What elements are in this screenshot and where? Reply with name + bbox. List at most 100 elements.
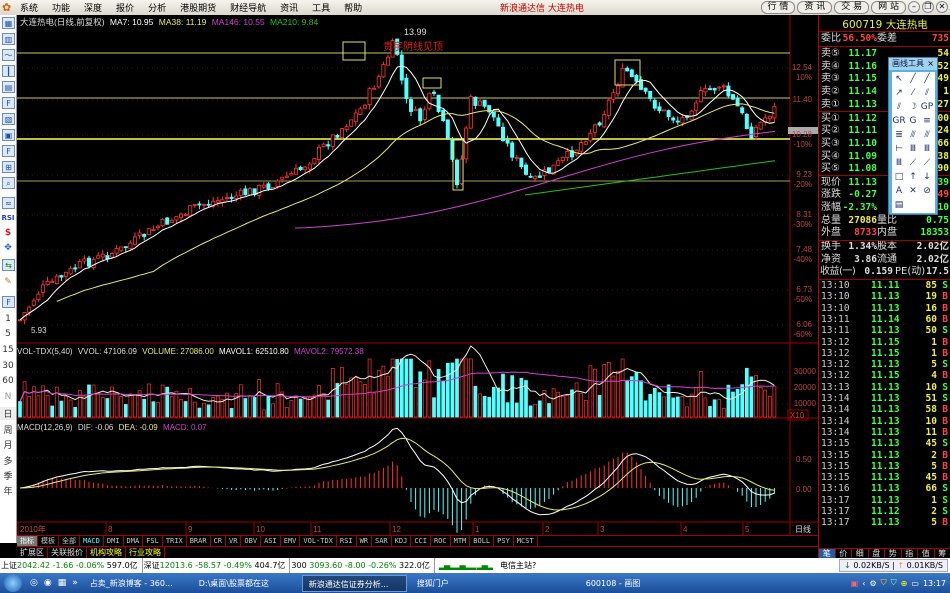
drawing-tool-icon-20[interactable]: ⟋: [923, 158, 931, 168]
indicator-tab-mcst[interactable]: MCST: [514, 536, 538, 546]
shanghai-index[interactable]: 上证2042.42 -1.66 -0.06% 597.0亿: [0, 558, 143, 573]
period-quarter[interactable]: 季: [3, 472, 13, 482]
close-icon[interactable]: ✕: [936, 1, 948, 13]
drawing-tool-icon-13[interactable]: ⫻: [910, 130, 916, 140]
drawing-tool-icon-24[interactable]: A: [895, 186, 903, 196]
indicator-icon[interactable]: ≈: [2, 197, 15, 209]
quote-tab-3[interactable]: 盘: [869, 549, 885, 558]
tray-shield2-icon[interactable]: ⛉: [890, 578, 897, 587]
bottom-tab-0[interactable]: 扩展区: [17, 547, 48, 558]
zoom-icon[interactable]: ⌕: [2, 177, 15, 189]
period-15min[interactable]: 15: [2, 345, 14, 355]
drawing-tool-icon-6[interactable]: ⫽: [896, 102, 901, 112]
drawing-tool-icon-21[interactable]: □: [894, 172, 904, 182]
grid-icon[interactable]: ▥: [2, 33, 15, 45]
menu-hk-futures[interactable]: 港股期货: [180, 4, 217, 14]
drawing-tool-icon-14[interactable]: ⫻: [924, 130, 930, 140]
menu-quote[interactable]: 报价: [116, 4, 135, 14]
quote-tab-1[interactable]: 价: [836, 549, 852, 558]
indicator-tab-emv[interactable]: EMV: [281, 536, 301, 546]
layout-icon[interactable]: ▦: [2, 17, 15, 29]
f10-icon[interactable]: F: [2, 97, 15, 109]
drawing-tool-icon-22[interactable]: ↑: [909, 172, 917, 182]
menu-finance-nav[interactable]: 财经导航: [230, 4, 267, 14]
indicator-tab-macd[interactable]: MACD: [80, 536, 104, 546]
drawing-tools-palette[interactable]: 画线工具 × ↖ ╱ ╱ ↗ ⁄ ⫽ ⫽ ☽ GP GR G ≡ ≣ ⫻ ⫻ ⊢ Ⅲ Ⅲ Ⅲ ⟋ ⟋ □ ↑ ↓ A ✕ ⊘ ▤: [888, 57, 938, 215]
dollar-icon[interactable]: $: [4, 228, 12, 238]
menu-news[interactable]: 资讯: [280, 4, 299, 14]
indicator-tab-mtm[interactable]: MTM: [451, 536, 471, 546]
menu-depth[interactable]: 深度: [84, 4, 103, 14]
indicator-tab-fsl[interactable]: FSL: [143, 536, 163, 546]
drawing-tool-icon-11[interactable]: ≡: [923, 116, 931, 126]
period-60min[interactable]: 60: [2, 376, 14, 386]
quote-tab-2[interactable]: 细: [852, 549, 869, 558]
menu-function[interactable]: 功能: [52, 4, 71, 14]
indicator-tab-rsi[interactable]: RSI: [337, 536, 357, 546]
indicator-tab-psy[interactable]: PSY: [494, 536, 514, 546]
drawing-tool-icon-17[interactable]: Ⅲ: [923, 144, 931, 154]
drawing-tool-icon-27[interactable]: ▤: [894, 200, 904, 210]
indicator-tab-wr[interactable]: WR: [357, 536, 372, 546]
indicator-tab-dma[interactable]: DMA: [124, 536, 144, 546]
indicator-tab-sar[interactable]: SAR: [372, 536, 392, 546]
indicator-tab-roc[interactable]: ROC: [431, 536, 451, 546]
drawing-tool-icon-19[interactable]: ⟋: [909, 158, 917, 168]
drawing-tool-icon-10[interactable]: G: [909, 116, 917, 126]
period-week[interactable]: 周: [3, 426, 13, 436]
indicator-tab-trix[interactable]: TRIX: [163, 536, 187, 546]
task-tdx[interactable]: 新浪通达信证券分析...: [301, 574, 407, 592]
server-status[interactable]: 电信主站?: [499, 561, 537, 570]
indicator-tab-kdj[interactable]: KDJ: [392, 536, 412, 546]
menu-help[interactable]: 帮助: [344, 4, 363, 14]
bottom-tab-3[interactable]: 行业攻略: [126, 547, 165, 558]
drawing-tool-icon-15[interactable]: ⊢: [895, 144, 903, 154]
palette-close-icon[interactable]: ×: [927, 59, 934, 68]
candle-icon[interactable]: ┃: [2, 65, 15, 77]
indicator-tab-模板[interactable]: 模板: [38, 536, 59, 546]
desktop-icon[interactable]: ▦: [57, 578, 67, 588]
quote-tab-7[interactable]: 筹: [935, 549, 950, 558]
more-icon[interactable]: »: [72, 578, 78, 588]
period-year[interactable]: 年: [3, 487, 13, 497]
quote-tab-4[interactable]: 势: [885, 549, 902, 558]
drawing-tool-icon-18[interactable]: Ⅲ: [895, 158, 903, 168]
menu-tools[interactable]: 工具: [312, 4, 331, 14]
quote-tab-5[interactable]: 指: [902, 549, 918, 558]
window-icon[interactable]: ▤: [2, 81, 15, 93]
f-icon[interactable]: F: [2, 145, 15, 157]
tray-network-icon[interactable]: ▭: [911, 578, 919, 588]
indicator-tab-brar[interactable]: BRAR: [187, 536, 211, 546]
info-icon[interactable]: ▣: [2, 129, 15, 141]
news-button[interactable]: 资 讯: [797, 1, 833, 14]
tray-shield-icon[interactable]: ⛉: [880, 578, 887, 587]
drawing-tool-icon-16[interactable]: Ⅲ: [909, 144, 917, 154]
indicator-tab-cci[interactable]: CCI: [411, 536, 431, 546]
indicator-tab-vol-tdx[interactable]: VOL-TDX: [300, 536, 337, 546]
drawing-tool-icon-1[interactable]: ╱: [910, 74, 916, 84]
tray-expand-icon[interactable]: ‹: [862, 578, 866, 588]
period-multi[interactable]: 多: [3, 457, 13, 467]
drawing-tool-icon-3[interactable]: ↗: [895, 88, 903, 98]
indicator-tab-obv[interactable]: OBV: [241, 536, 262, 546]
drawing-tool-icon-8[interactable]: GP: [920, 102, 934, 112]
minimize-icon[interactable]: –: [908, 1, 920, 13]
indicator-tab-全部[interactable]: 全部: [59, 536, 80, 546]
indicator-tab-dmi[interactable]: DMI: [104, 536, 124, 546]
indicator-tab-asi[interactable]: ASI: [261, 536, 281, 546]
shenzhen-index[interactable]: 深证12013.6 -58.57 -0.49% 404.7亿: [143, 558, 291, 573]
move-icon[interactable]: ✥: [4, 243, 12, 253]
task-paint[interactable]: 600108 - 画图: [585, 578, 641, 588]
trade-button[interactable]: 交 易: [834, 1, 870, 14]
drawing-tool-icon-4[interactable]: ⁄: [912, 88, 914, 98]
task-sohu[interactable]: 搜狐门户: [416, 578, 449, 588]
switch-icon[interactable]: ⇆: [2, 259, 15, 271]
tray-app-icon[interactable]: ▣: [850, 578, 859, 588]
quote-tab-6[interactable]: 值: [918, 549, 935, 558]
drawing-tool-icon-26[interactable]: ⊘: [923, 186, 931, 196]
hs300-index[interactable]: 300 3093.60 -8.00 -0.26% 322.0亿: [290, 558, 435, 573]
website-button[interactable]: 网 站: [871, 1, 906, 14]
tray-plus-icon[interactable]: ⊕: [900, 578, 908, 588]
drawing-tool-icon-7[interactable]: ☽: [908, 102, 918, 112]
period-n[interactable]: N: [4, 392, 12, 402]
